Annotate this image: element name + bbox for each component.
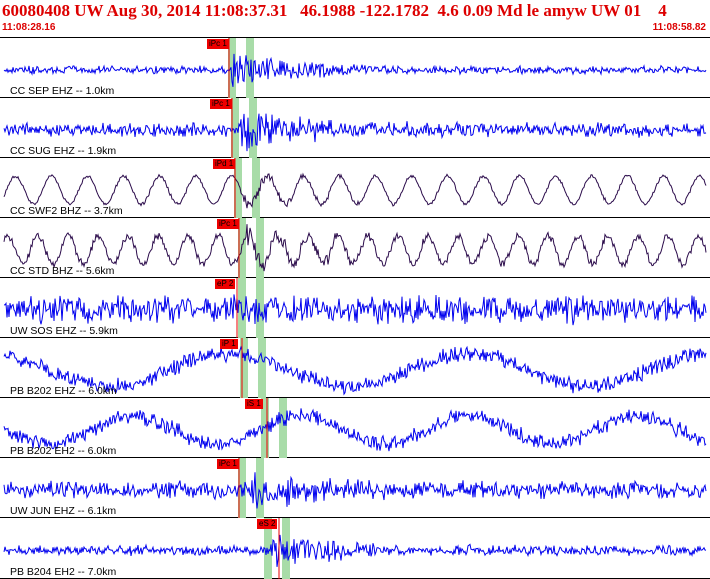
seismic-trace <box>3 294 707 326</box>
waveform-svg <box>3 398 707 458</box>
station-label: CC SUG EHZ -- 1.9km <box>10 145 117 157</box>
pick-window-band <box>240 338 248 398</box>
station-label: UW SOS EHZ -- 5.9km <box>10 325 118 337</box>
phase-pick-marker[interactable]: iS 1 <box>245 399 263 409</box>
trace-panel: iS 1 PB B202 EH2 -- 6.0km <box>0 398 710 458</box>
seismic-trace <box>3 408 707 452</box>
seismogram-panels: iPc 1 CC SEP EHZ -- 1.0km iPc 1 CC SUG EHZ … <box>0 37 710 579</box>
seismic-trace <box>3 172 707 209</box>
time-start-label: 11:08:28.16 <box>2 22 56 33</box>
pick-window-band <box>228 38 236 98</box>
trace-panel: iPd 1 CC SWF2 BHZ -- 3.7km <box>0 158 710 218</box>
seismic-trace <box>3 472 707 509</box>
trace-panel: eP 2 UW SOS EHZ -- 5.9km <box>0 278 710 338</box>
station-label: PB B202 EH2 -- 6.0km <box>10 445 117 457</box>
seismic-trace <box>3 345 707 396</box>
seismic-trace <box>3 534 707 567</box>
pick-window-band <box>246 38 254 98</box>
waveform-svg <box>3 458 707 518</box>
station-label: UW JUN EHZ -- 6.1km <box>10 505 117 517</box>
phase-pick-marker[interactable]: iPd 1 <box>213 159 236 169</box>
trace-panel: iPc 1 CC SEP EHZ -- 1.0km <box>0 38 710 98</box>
phase-pick-marker[interactable]: iPc 1 <box>210 99 232 109</box>
trace-panel: iPc 1 CC STD BHZ -- 5.6km <box>0 218 710 278</box>
event-header-title: 60080408 UW Aug 30, 2014 11:08:37.31 46.… <box>2 1 667 20</box>
trace-panel: iPc 1 UW JUN EHZ -- 6.1km <box>0 458 710 518</box>
pick-window-band <box>238 458 246 518</box>
pick-window-band <box>238 278 246 338</box>
pick-window-band <box>282 518 290 579</box>
waveform-svg <box>3 338 707 398</box>
trace-panel: eS 2 PB B204 EH2 -- 7.0km <box>0 518 710 579</box>
waveform-svg <box>3 98 707 158</box>
pick-window-band <box>258 338 266 398</box>
seismic-trace <box>3 53 707 87</box>
pick-window-band <box>231 98 239 158</box>
station-label: CC STD BHZ -- 5.6km <box>10 265 115 277</box>
phase-pick-marker[interactable]: iPc 1 <box>217 219 239 229</box>
waveform-svg <box>3 218 707 278</box>
phase-pick-marker[interactable]: iPc 1 <box>217 459 239 469</box>
time-end-label: 11:08:58.82 <box>652 22 706 33</box>
pick-window-band <box>279 398 287 458</box>
pick-window-band <box>252 158 260 218</box>
phase-pick-marker[interactable]: eP 2 <box>215 279 236 289</box>
pick-window-band <box>256 278 264 338</box>
station-label: PB B204 EH2 -- 7.0km <box>10 566 117 578</box>
station-label: CC SWF2 BHZ -- 3.7km <box>10 205 123 217</box>
waveform-svg <box>3 518 707 579</box>
station-label: CC SEP EHZ -- 1.0km <box>10 85 115 97</box>
waveform-svg <box>3 38 707 98</box>
station-label: PB B202 EHZ -- 6.0km <box>10 385 117 397</box>
phase-pick-marker[interactable]: eS 2 <box>257 519 278 529</box>
trace-panel: iP 1 PB B202 EHZ -- 6.0km <box>0 338 710 398</box>
pick-window-band <box>264 518 272 579</box>
phase-pick-marker[interactable]: iP 1 <box>220 339 238 349</box>
pick-window-band <box>249 98 257 158</box>
pick-window-band <box>234 158 242 218</box>
pick-window-band <box>256 458 264 518</box>
trace-panel: iPc 1 CC SUG EHZ -- 1.9km <box>0 98 710 158</box>
seismic-trace <box>3 224 707 272</box>
waveform-svg <box>3 278 707 338</box>
seismic-trace <box>3 113 707 152</box>
pick-window-band <box>256 218 264 278</box>
phase-pick-marker[interactable]: iPc 1 <box>207 39 229 49</box>
